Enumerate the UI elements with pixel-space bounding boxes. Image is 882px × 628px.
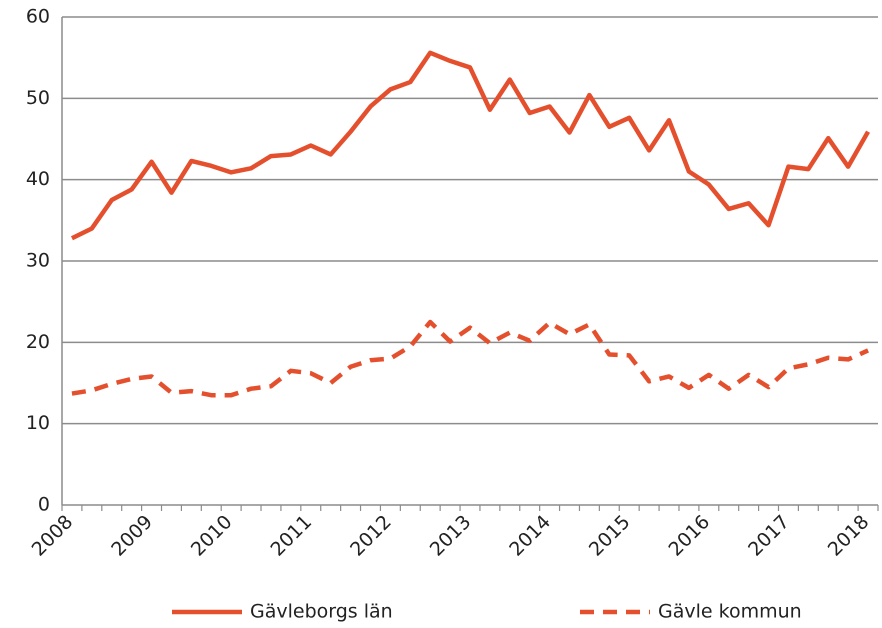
y-tick-label: 50 [26, 87, 50, 109]
y-tick-label: 10 [26, 412, 50, 434]
x-tick-label: 2017 [744, 511, 794, 561]
x-tick-label: 2014 [505, 511, 555, 561]
line-series [70, 50, 871, 241]
line-series [71, 319, 869, 398]
legend-label: Gävle kommun [658, 601, 802, 623]
x-tick-label: 2008 [28, 511, 78, 561]
x-tick-label: 2013 [426, 511, 476, 561]
y-tick-label: 20 [26, 331, 50, 353]
x-tick-label: 2009 [107, 511, 157, 561]
x-tick-label: 2015 [585, 511, 635, 561]
y-tick-label: 0 [38, 494, 50, 516]
y-tick-label: 30 [26, 250, 50, 272]
x-tick-label: 2011 [266, 511, 316, 561]
x-tick-label: 2018 [824, 511, 874, 561]
y-tick-label: 60 [26, 6, 50, 28]
x-tick-label: 2010 [187, 511, 237, 561]
legend-label: Gävleborgs län [250, 601, 393, 623]
x-tick-label: 2016 [665, 511, 715, 561]
y-tick-label: 40 [26, 168, 50, 190]
x-tick-label: 2012 [346, 511, 396, 561]
